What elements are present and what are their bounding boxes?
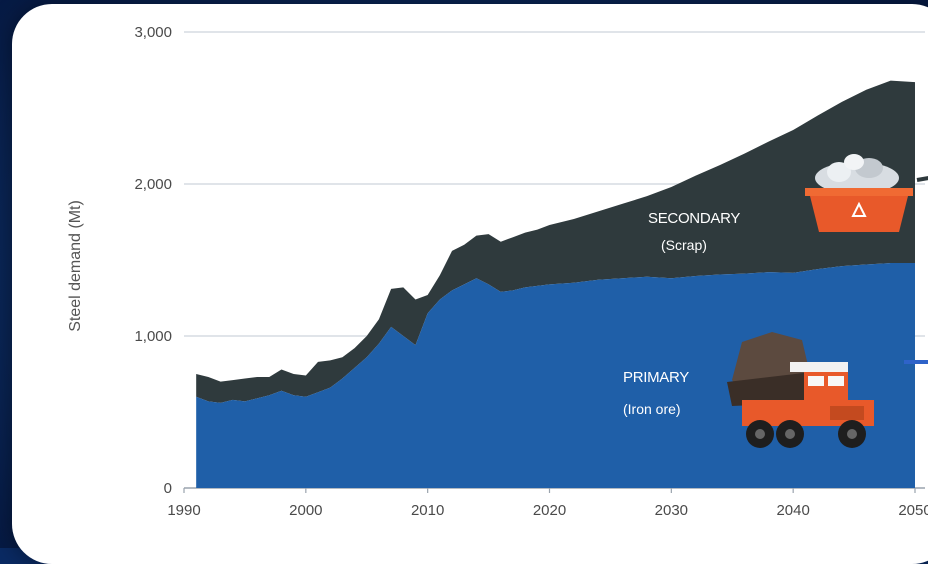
y-tick-label: 3,000 <box>134 24 172 41</box>
y-tick-label: 2,000 <box>134 176 172 193</box>
x-tick-label: 1990 <box>167 502 200 519</box>
primary-sublabel: (Iron ore) <box>623 401 681 417</box>
secondary-area <box>196 80 915 403</box>
mining-truck-icon <box>727 332 874 448</box>
scrap-skip-icon <box>805 154 913 232</box>
x-tick-label: 2030 <box>655 502 688 519</box>
y-axis-label: Steel demand (Mt) <box>67 200 84 332</box>
x-tick-label: 2000 <box>289 502 322 519</box>
secondary-sublabel: (Scrap) <box>661 237 707 253</box>
y-tick-label: 0 <box>164 480 172 497</box>
x-tick-label: 2010 <box>411 502 444 519</box>
y-tick-label: 1,000 <box>134 328 172 345</box>
x-tick-label: 2050 <box>898 502 928 519</box>
x-tick-label: 2040 <box>776 502 809 519</box>
primary-area <box>196 263 915 488</box>
x-tick-label: 2020 <box>533 502 566 519</box>
chart-card: 0 1,000 2,000 3,000 1990 2000 2010 2020 2030 204… <box>12 4 928 564</box>
scrap-pointer-line <box>916 176 928 182</box>
primary-label: PRIMARY <box>623 369 689 386</box>
secondary-label: SECONDARY <box>648 210 740 227</box>
steel-demand-chart: 0 1,000 2,000 3,000 1990 2000 2010 2020 2030 204… <box>67 24 928 519</box>
